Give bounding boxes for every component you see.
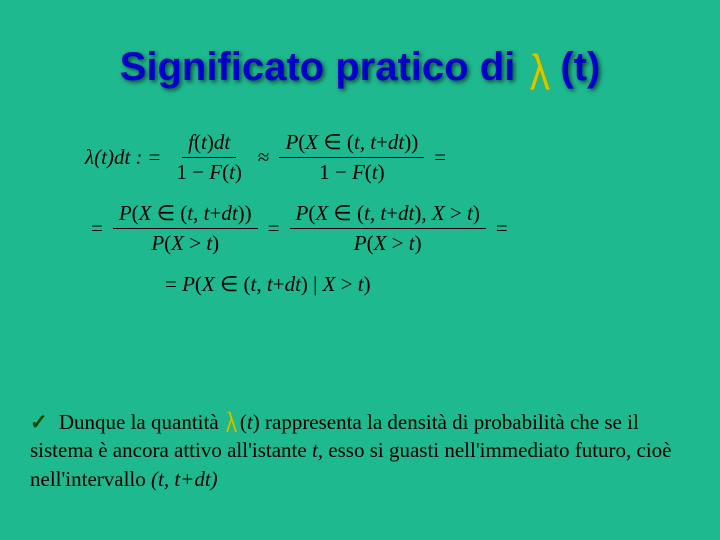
frac2-num: P(X ∈ (t, t+dt)) <box>279 130 424 158</box>
equals: = <box>149 145 161 170</box>
lambda-inline-icon <box>224 410 240 434</box>
frac1-den: 1 − F(t) <box>170 158 248 185</box>
formula-line-3: = P(X ∈ (t, t+dt) | X > t) <box>165 272 645 297</box>
frac1-num: f(t)dt <box>182 130 236 158</box>
fraction-3: P(X ∈ (t, t+dt)) P(X > t) <box>113 201 258 256</box>
frac3-den: P(X > t) <box>145 229 225 256</box>
formula-final: = P(X ∈ (t, t+dt) | X > t) <box>165 272 371 297</box>
formula-line-2: = P(X ∈ (t, t+dt)) P(X > t) = P(X ∈ (t, … <box>85 201 645 256</box>
equals-trail: = <box>496 216 508 241</box>
lambda-t-paren: (t) <box>240 410 260 434</box>
fraction-4: P(X ∈ (t, t+dt), X > t) P(X > t) <box>290 201 486 256</box>
title-text: Significato pratico di <box>120 45 527 89</box>
frac2-den: 1 − F(t) <box>313 158 391 185</box>
lambda-icon <box>526 50 556 94</box>
equals-trail: = <box>434 145 446 170</box>
conclusion-text: ✓ Dunque la quantità (t) rappresenta la … <box>30 408 690 493</box>
frac3-num: P(X ∈ (t, t+dt)) <box>113 201 258 229</box>
conclusion-pre: Dunque la quantità <box>59 410 224 434</box>
formula-lhs: λ(t)dt : <box>85 145 143 170</box>
frac4-den: P(X > t) <box>348 229 428 256</box>
formula-block: λ(t)dt : = f(t)dt 1 − F(t) ≈ P(X ∈ (t, t… <box>85 130 645 313</box>
interval: (t, t+dt) <box>151 467 218 491</box>
fraction-2: P(X ∈ (t, t+dt)) 1 − F(t) <box>279 130 424 185</box>
equals: = <box>91 216 103 241</box>
formula-line-1: λ(t)dt : = f(t)dt 1 − F(t) ≈ P(X ∈ (t, t… <box>85 130 645 185</box>
equals: = <box>268 216 280 241</box>
fraction-1: f(t)dt 1 − F(t) <box>170 130 248 185</box>
slide-title: Significato pratico di (t) <box>0 45 720 98</box>
approx: ≈ <box>258 145 270 170</box>
frac4-num: P(X ∈ (t, t+dt), X > t) <box>290 201 486 229</box>
check-icon: ✓ <box>30 410 48 434</box>
title-t-suffix: (t) <box>560 45 600 89</box>
